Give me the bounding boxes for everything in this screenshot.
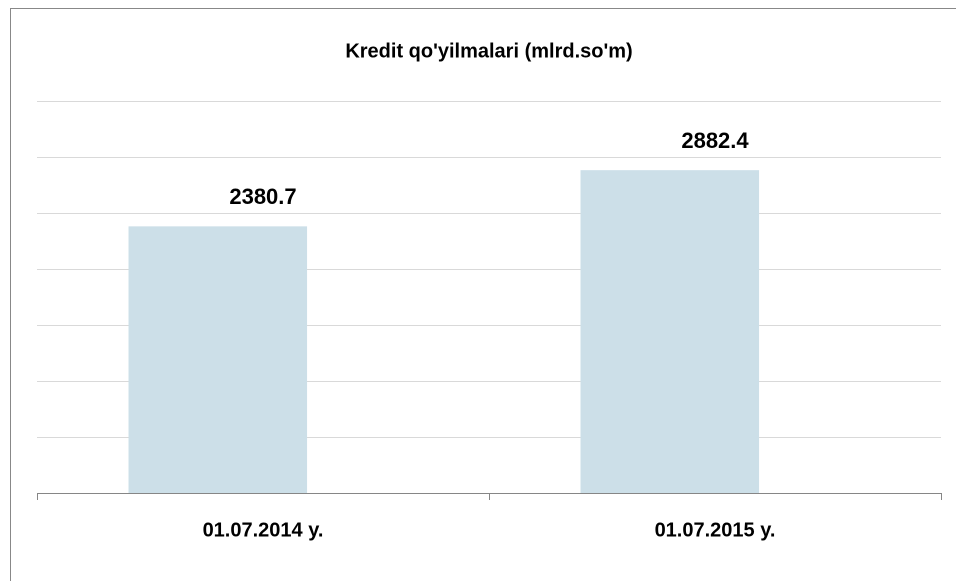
bar — [581, 170, 760, 493]
x-tick-label: 01.07.2014 y. — [203, 519, 324, 541]
x-tick-label: 01.07.2015 y. — [655, 519, 776, 541]
chart-title: Kredit qo'yilmalari (mlrd.so'm) — [345, 40, 632, 62]
data-label: 2380.7 — [229, 184, 296, 209]
bar — [129, 226, 308, 493]
data-label: 2882.4 — [681, 128, 749, 153]
